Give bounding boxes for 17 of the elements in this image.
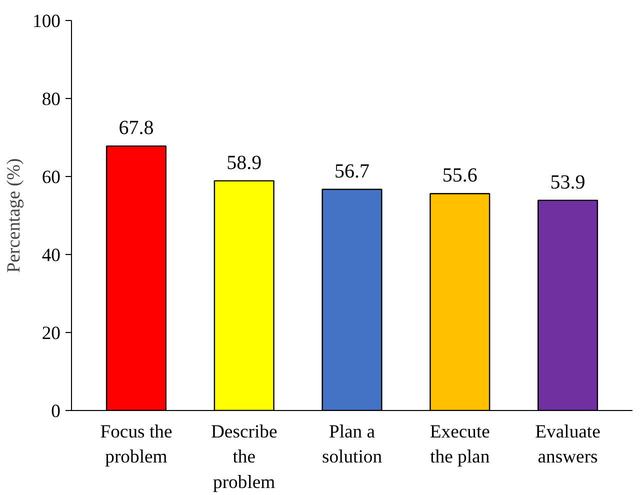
y-tick-label: 20 bbox=[42, 323, 60, 344]
y-tick-label: 80 bbox=[42, 89, 60, 110]
data-label: 67.8 bbox=[118, 117, 154, 140]
y-tick-label: 40 bbox=[42, 245, 60, 266]
y-axis-title: Percentage (%) bbox=[4, 158, 25, 273]
x-tick-label: Plan a solution bbox=[322, 422, 383, 468]
data-label: 56.7 bbox=[334, 160, 370, 182]
x-tick-label: Describe the problem bbox=[210, 422, 278, 493]
y-tick-label: 60 bbox=[42, 167, 60, 188]
data-label: 58.9 bbox=[226, 152, 262, 174]
data-label: 53.9 bbox=[550, 171, 586, 194]
data-label: 55.6 bbox=[442, 164, 478, 187]
y-tick-label: 0 bbox=[51, 401, 60, 422]
y-tick-label: 100 bbox=[32, 11, 60, 32]
x-tick-label: Evaluate answers bbox=[535, 422, 600, 468]
x-tick-label: Focus the problem bbox=[100, 422, 172, 468]
x-tick-label: Execute the plan bbox=[430, 422, 490, 468]
